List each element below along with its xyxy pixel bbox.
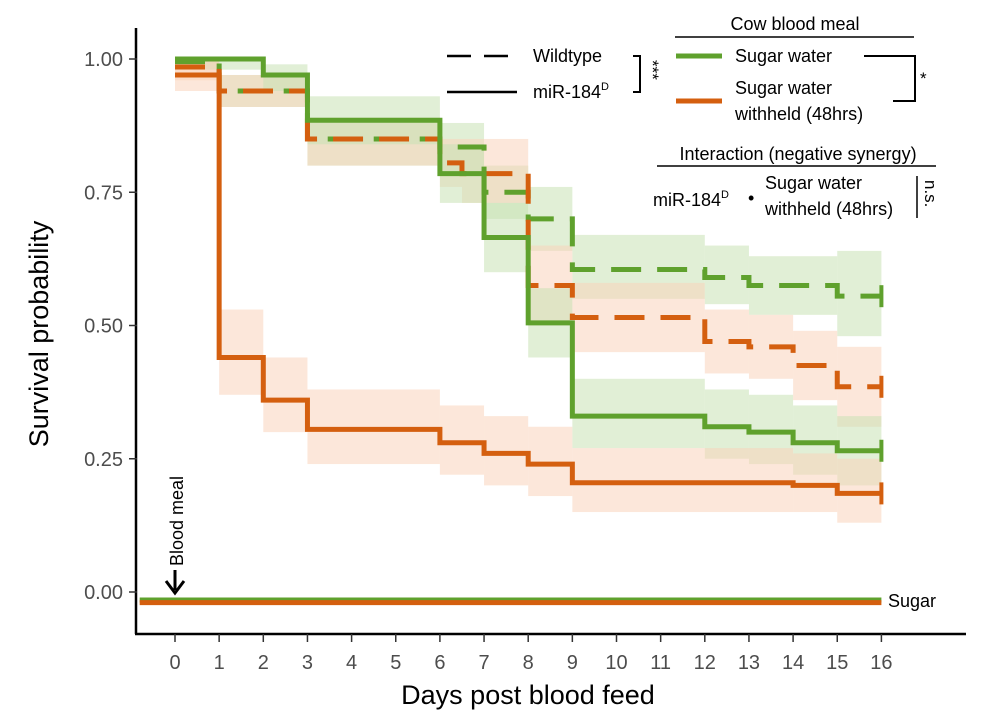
genotype-legend: Wildtype miR-184D *** (447, 46, 662, 102)
ci-band-s3-5 (484, 416, 529, 486)
legend-sugar-water-label: Sugar water (735, 46, 832, 66)
interaction-dot: • (748, 188, 754, 208)
y-tick-label-3: 0.75 (84, 182, 123, 204)
series-line-3 (175, 72, 882, 496)
blood-meal-arrow-icon (164, 580, 186, 596)
series-line-0 (175, 59, 882, 299)
series-line-2 (175, 56, 882, 454)
genotype-significance: *** (643, 60, 662, 80)
x-tick-label-2: 2 (258, 652, 269, 674)
y-tick-label-0: 0.00 (84, 582, 123, 604)
x-tick-label-10: 10 (605, 652, 627, 674)
x-tick-label-6: 6 (434, 652, 445, 674)
ci-band-s3-1 (219, 309, 264, 395)
x-tick-label-3: 3 (302, 652, 313, 674)
ci-band-s3-4 (439, 405, 485, 475)
interaction-sugar-label: Sugar water withheld (48hrs) (764, 173, 893, 219)
ci-band-s2-1 (263, 64, 308, 91)
genotype-bracket (633, 55, 641, 93)
x-tick-label-7: 7 (478, 652, 489, 674)
ci-band-s3-7 (572, 448, 794, 513)
sugar-label: Sugar (888, 591, 936, 611)
x-tick-label-16: 16 (870, 652, 892, 674)
x-tick-label-0: 0 (169, 652, 180, 674)
interaction-annotation: Interaction (negative synergy) miR-184D … (653, 144, 940, 219)
x-tick-label-11: 11 (650, 652, 671, 674)
survival-curves (139, 56, 884, 606)
treatment-legend: Cow blood meal Sugar water Sugar water wi… (675, 14, 927, 124)
ci-band-s3-3 (307, 389, 440, 465)
x-tick-label-5: 5 (390, 652, 401, 674)
x-tick-label-9: 9 (567, 652, 578, 674)
y-tick-label-1: 0.25 (84, 449, 123, 471)
treatment-bracket (864, 55, 916, 102)
treatment-significance: * (920, 69, 927, 88)
interaction-title: Interaction (negative synergy) (679, 144, 916, 164)
ci-band-s2-7 (704, 389, 749, 459)
x-tick-label-15: 15 (826, 652, 848, 674)
ci-band-s3-6 (528, 426, 573, 497)
ci-band-s2-6 (572, 378, 705, 449)
ci-band-s0-7 (704, 245, 749, 305)
x-tick-label-12: 12 (694, 652, 716, 674)
ci-band-s3-9 (837, 458, 882, 523)
legend-mir184-label: miR-184D (533, 81, 609, 102)
x-tick-label-1: 1 (214, 652, 225, 674)
axis-ticks: 0 1 2 3 4 5 6 7 8 9 10 11 12 13 14 15 160.000.250.500.75… (84, 49, 892, 674)
x-tick-label-8: 8 (523, 652, 534, 674)
y-tick-label-4: 1.00 (84, 49, 123, 71)
legend-withheld-label: Sugar water withheld (48hrs) (734, 78, 863, 124)
y-tick-label-2: 0.50 (84, 316, 123, 338)
ci-band-s0-9 (837, 250, 882, 337)
ci-band-s3-8 (793, 453, 838, 513)
legend-wildtype-label: Wildtype (533, 46, 602, 66)
blood-meal-annotation: Blood meal (164, 476, 187, 596)
interaction-mir184: miR-184D (653, 189, 729, 210)
y-axis-title: Survival probability (24, 220, 54, 447)
blood-meal-label: Blood meal (167, 476, 187, 566)
ci-band-s3-2 (263, 357, 308, 433)
x-tick-label-13: 13 (738, 652, 760, 674)
interaction-significance: n.s. (921, 180, 940, 207)
x-tick-label-14: 14 (782, 652, 804, 674)
legend-header: Cow blood meal (730, 14, 859, 34)
x-axis-title: Days post blood feed (401, 680, 655, 710)
x-tick-label-4: 4 (346, 652, 357, 674)
